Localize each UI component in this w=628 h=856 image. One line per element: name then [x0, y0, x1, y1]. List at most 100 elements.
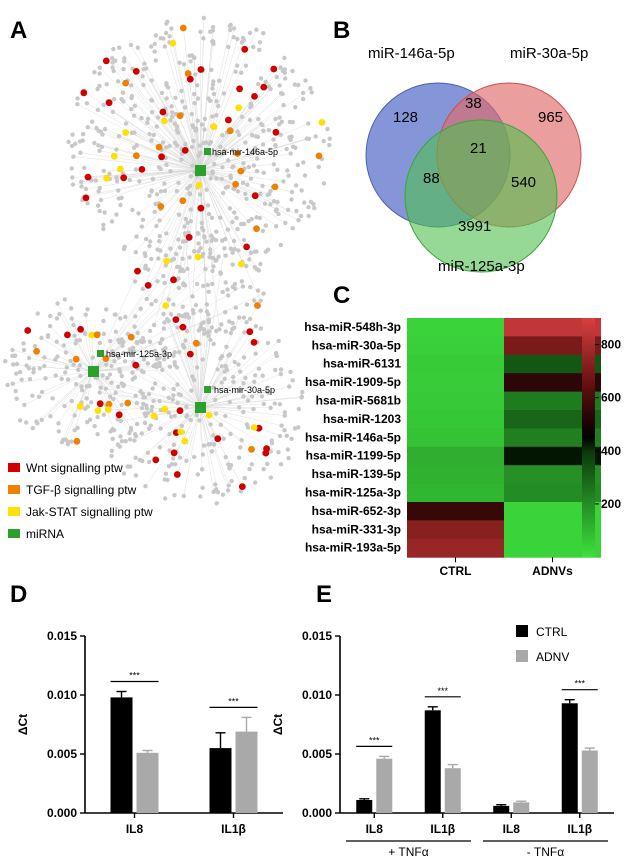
network-node	[153, 362, 159, 367]
network-node	[257, 40, 263, 45]
mirna-label-node-146a	[204, 148, 211, 155]
network-node	[87, 417, 93, 422]
network-node	[276, 450, 281, 455]
network-node	[85, 419, 90, 425]
network-node	[110, 349, 115, 354]
network-node	[133, 473, 139, 478]
network-node	[188, 207, 194, 212]
network-edge	[120, 406, 201, 422]
pathway-node	[105, 400, 113, 408]
network-edge	[199, 169, 261, 301]
pathway-node	[132, 68, 140, 75]
network-node	[222, 376, 227, 381]
network-node	[147, 131, 152, 137]
network-node	[116, 134, 122, 139]
network-node	[223, 253, 228, 258]
network-node	[79, 179, 84, 184]
network-edge	[199, 406, 281, 437]
network-edge	[199, 76, 277, 171]
network-node	[30, 425, 35, 431]
heatmap-row-label: hsa-miR-6131	[323, 357, 401, 371]
bar	[444, 768, 461, 813]
pathway-node	[270, 65, 278, 73]
pathway-node	[250, 424, 258, 431]
network-node	[244, 263, 249, 269]
network-node	[249, 150, 254, 155]
network-node	[237, 387, 242, 392]
network-node	[228, 431, 233, 437]
network-node	[201, 251, 206, 256]
network-node	[236, 455, 242, 460]
network-node	[200, 485, 205, 490]
y-tick-label: 0.015	[47, 629, 77, 643]
network-node	[208, 251, 213, 256]
network-node	[97, 65, 102, 70]
network-edge	[99, 85, 201, 171]
network-node	[141, 339, 146, 344]
network-node	[170, 114, 175, 119]
network-node	[255, 134, 261, 140]
network-node	[161, 347, 166, 352]
network-node	[258, 326, 264, 331]
heatmap-cell	[504, 465, 601, 485]
pathway-node	[315, 152, 323, 160]
network-edge	[92, 370, 137, 437]
network-node	[173, 95, 178, 101]
network-node	[13, 389, 18, 394]
network-node	[24, 420, 29, 425]
network-edge	[199, 406, 279, 453]
network-node	[261, 401, 266, 407]
network-node	[149, 189, 154, 194]
network-node	[157, 445, 162, 450]
bar-chart-d: 0.000 0.005 0.010 0.015 ΔCt IL8 *** IL1β ***	[16, 629, 283, 836]
network-node	[193, 303, 199, 308]
pathway-node	[195, 181, 203, 189]
x-tick-label: IL8	[503, 822, 521, 836]
network-edge	[73, 156, 201, 171]
network-node	[303, 78, 308, 83]
network-node	[265, 340, 271, 346]
network-node	[95, 432, 100, 437]
network-node	[30, 393, 35, 398]
pathway-node	[144, 282, 152, 289]
network-node	[131, 349, 137, 354]
network-node	[165, 477, 170, 483]
network-node	[282, 55, 287, 61]
heatmap-cell	[504, 520, 601, 540]
network-node	[95, 107, 101, 113]
network-node	[261, 291, 266, 296]
network-node	[220, 133, 225, 138]
network-node	[313, 134, 318, 139]
network-node	[327, 136, 332, 141]
network-node	[101, 412, 107, 417]
network-node	[223, 413, 228, 419]
network-edge	[92, 370, 148, 414]
network-node	[82, 165, 87, 171]
group-label: + TNFα	[388, 845, 428, 856]
network-node	[10, 381, 15, 386]
network-node	[162, 188, 168, 193]
network-edge	[199, 406, 203, 470]
pathway-node	[179, 24, 187, 32]
colorbar-tick-label: 600	[601, 391, 621, 405]
network-edge	[170, 169, 201, 249]
network-node	[162, 351, 167, 356]
network-node	[254, 168, 260, 174]
heatmap-row-label: hsa-miR-548h-3p	[304, 320, 401, 334]
network-node	[157, 218, 162, 223]
network-node	[167, 448, 172, 453]
network-edge	[167, 87, 201, 171]
network-node	[183, 338, 188, 343]
network-node	[164, 231, 169, 236]
network-node	[289, 134, 294, 139]
network-node	[261, 467, 266, 472]
network-node	[149, 44, 154, 49]
network-node	[184, 458, 189, 463]
network-node	[214, 152, 219, 158]
pathway-node	[120, 174, 128, 182]
network-node	[249, 132, 255, 138]
network-edge	[159, 406, 201, 448]
network-edge	[199, 406, 229, 491]
network-node	[116, 384, 121, 389]
network-node	[191, 55, 197, 60]
